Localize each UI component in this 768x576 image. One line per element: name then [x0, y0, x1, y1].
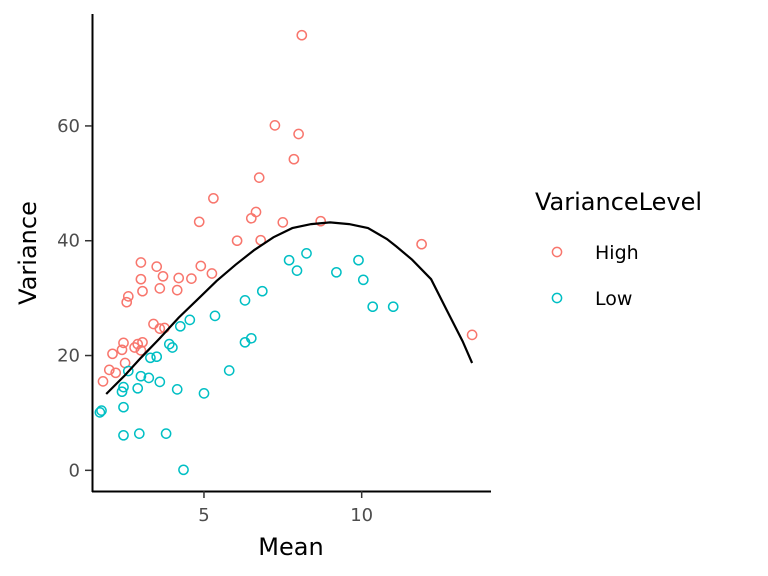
point-low-3: [118, 381, 129, 393]
point-high-30: [245, 212, 257, 224]
point-high-13: [135, 257, 147, 268]
point-high-24: [186, 273, 197, 284]
point-high-1: [103, 364, 115, 376]
point-low-13: [154, 376, 166, 388]
point-high-15: [137, 285, 148, 297]
point-low-12: [151, 351, 163, 363]
point-high-3: [110, 367, 122, 379]
point-high-8: [122, 291, 134, 302]
point-low-21: [198, 388, 210, 399]
point-low-15: [163, 338, 175, 350]
legend-key-low: [551, 292, 563, 304]
points-layer: [94, 29, 478, 476]
point-high-12: [137, 336, 148, 348]
legend: VarianceLevel High Low: [535, 188, 702, 310]
point-high-27: [206, 268, 218, 279]
point-high-38: [296, 29, 308, 41]
y-tick-label-60: 60: [57, 116, 80, 137]
point-low-27: [256, 285, 268, 297]
point-low-32: [353, 254, 364, 266]
legend-label-low: Low: [595, 288, 632, 310]
point-low-18: [174, 320, 186, 332]
point-high-17: [151, 261, 163, 272]
point-high-29: [231, 235, 243, 247]
point-high-10: [132, 338, 144, 350]
point-low-30: [301, 248, 312, 259]
point-high-9: [129, 342, 140, 353]
legend-title: VarianceLevel: [535, 188, 702, 216]
x-axis-title: Mean: [258, 533, 323, 561]
legend-key-high: [551, 246, 563, 258]
point-high-16: [148, 318, 159, 330]
point-high-25: [193, 216, 205, 228]
trend-curve: [105, 221, 474, 395]
point-low-9: [133, 428, 145, 439]
y-tick-label-20: 20: [57, 346, 80, 367]
point-high-37: [293, 128, 304, 140]
x-tick-label-10: 10: [350, 505, 373, 526]
point-low-10: [143, 372, 155, 384]
point-low-28: [283, 254, 295, 266]
point-high-4: [116, 344, 128, 356]
point-high-26: [195, 260, 207, 272]
point-high-31: [250, 206, 262, 218]
point-low-20: [184, 314, 196, 326]
x-tick-label-5: 5: [198, 505, 209, 526]
point-high-11: [135, 345, 147, 356]
point-high-18: [154, 283, 166, 294]
point-high-22: [171, 284, 183, 296]
point-high-20: [154, 323, 166, 334]
y-axis-title: Variance: [14, 201, 42, 305]
point-high-34: [269, 120, 281, 131]
point-low-23: [223, 365, 235, 376]
x-ticks: 5 10: [198, 491, 373, 526]
point-low-5: [118, 429, 129, 441]
point-low-17: [171, 384, 183, 395]
point-low-0: [94, 407, 106, 418]
legend-label-high: High: [595, 242, 639, 264]
point-low-35: [387, 301, 399, 313]
point-low-26: [245, 332, 257, 344]
point-high-23: [173, 272, 185, 284]
point-high-39: [315, 215, 327, 227]
point-low-29: [291, 265, 303, 276]
point-low-2: [116, 386, 128, 398]
point-high-36: [288, 153, 300, 165]
legend-entries: High Low: [551, 242, 639, 310]
point-low-22: [209, 310, 221, 322]
point-high-19: [157, 270, 169, 282]
point-low-24: [239, 295, 251, 306]
point-low-16: [167, 342, 178, 353]
point-low-34: [367, 301, 379, 313]
y-tick-label-40: 40: [57, 231, 80, 252]
point-low-7: [132, 382, 144, 394]
point-low-8: [135, 370, 147, 382]
point-high-2: [107, 348, 118, 360]
point-low-1: [96, 405, 107, 416]
point-high-0: [97, 376, 109, 387]
point-low-33: [357, 274, 369, 286]
point-high-5: [118, 337, 129, 349]
point-high-7: [121, 296, 133, 308]
point-high-14: [135, 273, 147, 285]
point-low-6: [122, 365, 134, 377]
point-high-35: [277, 217, 289, 228]
y-tick-label-0: 0: [69, 460, 80, 481]
point-high-41: [466, 329, 478, 341]
y-ticks: 0 20 40 60: [57, 116, 92, 481]
point-low-14: [160, 428, 172, 439]
point-high-40: [416, 238, 427, 250]
point-high-28: [208, 192, 219, 204]
point-high-32: [253, 172, 265, 183]
curve-layer: [105, 221, 474, 395]
point-low-19: [178, 464, 189, 476]
point-low-11: [145, 352, 156, 364]
point-low-31: [331, 266, 342, 278]
point-low-4: [118, 401, 129, 413]
